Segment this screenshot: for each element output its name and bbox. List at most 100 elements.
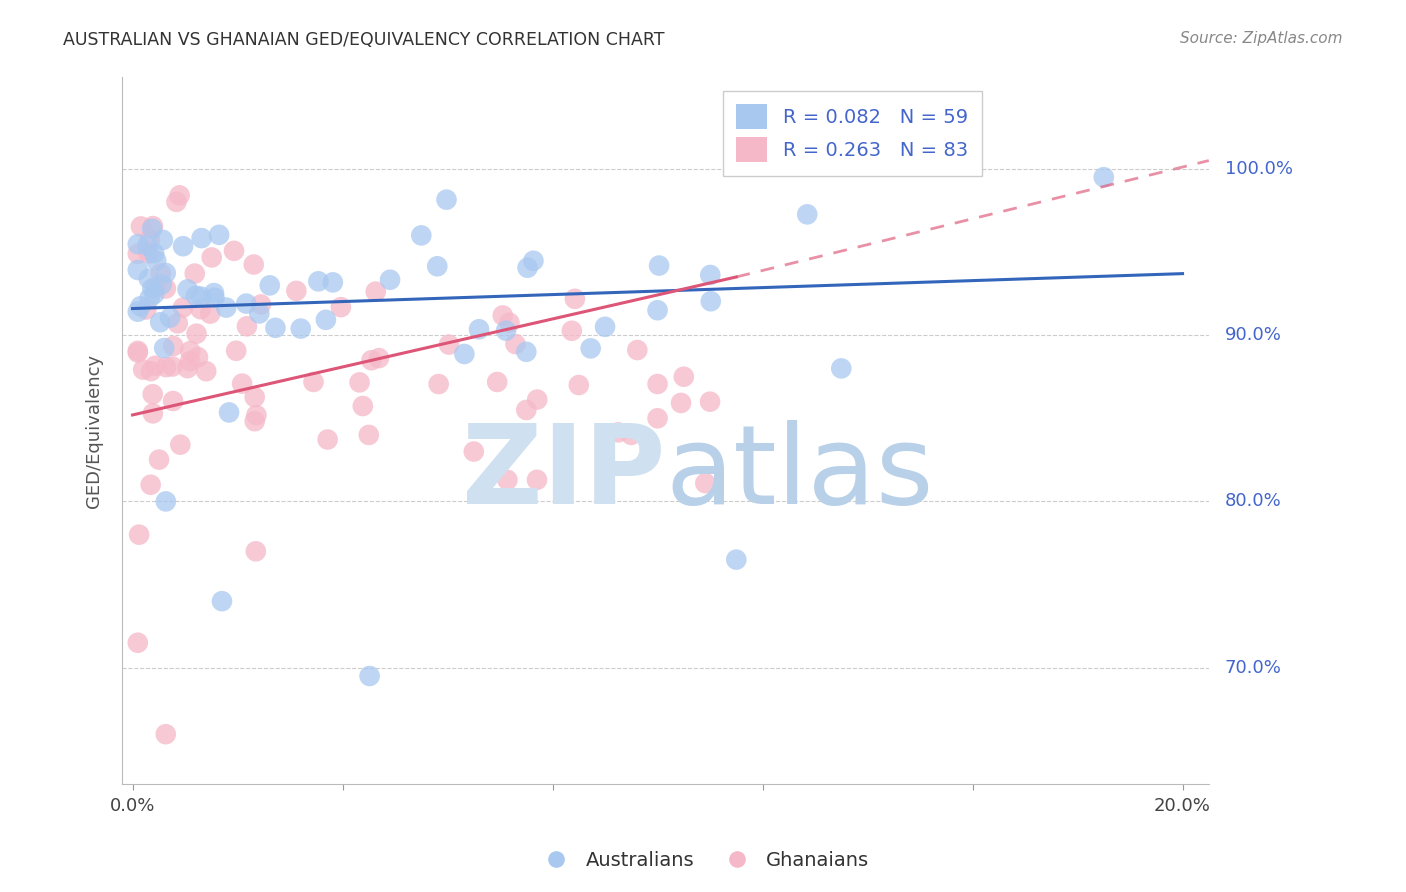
Point — [526, 392, 548, 407]
Point — [349, 376, 371, 390]
Point — [138, 272, 160, 286]
Point — [129, 219, 152, 234]
Point — [136, 238, 159, 252]
Point — [159, 310, 181, 325]
Point — [647, 376, 669, 391]
Point — [142, 219, 165, 234]
Point — [127, 636, 149, 650]
Point — [315, 313, 337, 327]
Point — [143, 246, 166, 260]
Point — [201, 251, 224, 265]
Point — [138, 246, 160, 260]
Point — [172, 301, 194, 315]
Point — [186, 326, 208, 341]
Point — [316, 433, 339, 447]
Point — [198, 307, 221, 321]
Point — [247, 306, 270, 320]
Point — [169, 438, 191, 452]
Point — [593, 319, 616, 334]
Point — [139, 233, 162, 247]
Point — [128, 527, 150, 541]
Point — [285, 284, 308, 298]
Point — [127, 237, 149, 252]
Point — [526, 473, 548, 487]
Point — [211, 594, 233, 608]
Point — [368, 351, 391, 365]
Legend: R = 0.082   N = 59, R = 0.263   N = 83: R = 0.082 N = 59, R = 0.263 N = 83 — [723, 91, 981, 176]
Point — [142, 387, 165, 401]
Point — [250, 297, 273, 311]
Point — [695, 476, 717, 491]
Point — [138, 291, 160, 305]
Point — [235, 296, 257, 310]
Point — [155, 494, 177, 508]
Point — [357, 428, 380, 442]
Point — [378, 273, 401, 287]
Point — [166, 316, 188, 330]
Point — [486, 375, 509, 389]
Point — [231, 376, 253, 391]
Point — [579, 342, 602, 356]
Point — [290, 321, 312, 335]
Point — [626, 343, 648, 357]
Point — [153, 341, 176, 355]
Point — [127, 263, 149, 277]
Point — [184, 289, 207, 303]
Point — [127, 304, 149, 318]
Text: atlas: atlas — [665, 419, 934, 526]
Point — [725, 552, 748, 566]
Point — [830, 361, 852, 376]
Point — [463, 444, 485, 458]
Point — [259, 278, 281, 293]
Point — [264, 321, 287, 335]
Point — [127, 247, 149, 261]
Point — [190, 231, 212, 245]
Point — [162, 339, 184, 353]
Point — [152, 233, 174, 247]
Point — [437, 337, 460, 351]
Point — [515, 344, 537, 359]
Point — [127, 343, 149, 358]
Point — [172, 239, 194, 253]
Point — [222, 244, 245, 258]
Point — [243, 414, 266, 428]
Point — [149, 267, 172, 281]
Text: Source: ZipAtlas.com: Source: ZipAtlas.com — [1180, 31, 1343, 46]
Point — [127, 345, 149, 359]
Point — [436, 193, 458, 207]
Point — [155, 727, 177, 741]
Point — [699, 394, 721, 409]
Point — [190, 290, 212, 304]
Point — [236, 319, 259, 334]
Point — [208, 227, 231, 242]
Point — [495, 324, 517, 338]
Point — [647, 303, 669, 318]
Point — [150, 277, 173, 292]
Point — [453, 347, 475, 361]
Point — [699, 268, 721, 282]
Y-axis label: GED/Equivalency: GED/Equivalency — [86, 354, 103, 508]
Text: AUSTRALIAN VS GHANAIAN GED/EQUIVALENCY CORRELATION CHART: AUSTRALIAN VS GHANAIAN GED/EQUIVALENCY C… — [63, 31, 665, 49]
Point — [148, 452, 170, 467]
Point — [561, 324, 583, 338]
Point — [564, 292, 586, 306]
Point — [468, 322, 491, 336]
Point — [149, 315, 172, 329]
Point — [143, 280, 166, 294]
Point — [202, 286, 225, 301]
Point — [647, 411, 669, 425]
Point — [169, 188, 191, 202]
Point — [426, 260, 449, 274]
Point — [245, 408, 267, 422]
Point — [307, 274, 329, 288]
Point — [360, 353, 382, 368]
Text: 70.0%: 70.0% — [1225, 658, 1281, 677]
Point — [516, 260, 538, 275]
Point — [179, 344, 201, 359]
Point — [648, 259, 671, 273]
Point — [245, 544, 267, 558]
Point — [139, 477, 162, 491]
Point — [322, 276, 344, 290]
Point — [607, 425, 630, 440]
Point — [796, 207, 818, 221]
